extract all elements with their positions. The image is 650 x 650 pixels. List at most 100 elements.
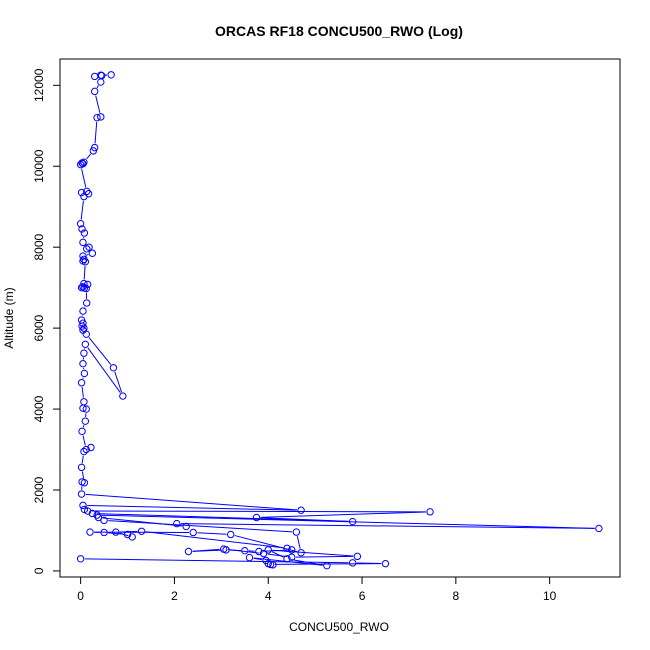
data-point [93,113,101,122]
series-segment [81,471,85,479]
data-point [83,299,91,307]
data-point [83,245,91,253]
series-segment [86,153,92,160]
data-point [100,516,108,525]
series-segment [356,562,382,565]
data-point [85,243,93,251]
data-point [82,445,90,454]
data-point [88,249,97,257]
series-segment [272,549,354,557]
data-point [76,160,85,169]
y-tick-label: 0 [32,567,46,574]
data-point [77,463,86,472]
data-point [79,501,87,510]
data-point [79,238,87,247]
data-point [82,330,90,338]
data-point [219,545,228,553]
data-point [78,225,86,233]
series-segment [87,504,297,511]
data-point [78,427,86,436]
data-point [252,513,261,522]
data-point [78,322,86,330]
data-point [79,360,87,368]
y-tick-label: 12000 [32,68,46,102]
y-tick-label: 4000 [32,395,46,422]
data-point [89,147,97,155]
series-segment [83,265,86,280]
data-point [173,519,181,528]
data-point [227,530,235,539]
series-segment [192,548,220,552]
data-point [78,478,86,486]
data-point [91,72,99,81]
series-segment [80,200,84,220]
series-points [76,71,603,570]
data-point [97,113,105,121]
series-segment [91,510,426,513]
data-point [79,307,87,315]
y-tick-label: 8000 [32,234,46,261]
data-point [77,283,86,292]
x-tick-label: 2 [171,589,178,603]
series-segment [96,513,349,522]
data-point [76,555,85,563]
series-segment [101,514,595,529]
series-segment [114,371,123,393]
data-point [81,417,90,425]
data-point [259,549,268,558]
data-point [323,561,331,570]
y-axis-label: Altitude (m) [2,287,16,348]
x-tick-label: 8 [453,589,460,603]
data-point [76,220,85,228]
data-point [241,546,249,555]
data-point [112,528,120,536]
y-tick-label: 6000 [32,314,46,341]
data-point [283,544,291,552]
data-point [128,533,136,541]
data-point [287,546,296,554]
series-segment [274,563,382,565]
data-point [77,490,86,498]
series-segment [180,523,595,529]
data-point [81,340,90,349]
data-point [82,405,90,413]
data-point [80,447,88,456]
data-point [348,517,357,526]
y-axis: 0 2000 4000 6000 8000 10000 12000 [32,68,61,574]
series-segment [95,95,101,113]
data-point [78,159,86,167]
series-segment [88,337,112,365]
data-point [426,508,434,516]
series-segment [81,455,84,464]
series-segment [84,558,349,564]
data-point [94,513,103,522]
x-tick-label: 0 [77,589,84,603]
data-point [81,258,90,266]
data-point [287,553,296,561]
data-point [107,71,115,79]
series-segment [94,121,98,144]
data-point [97,78,105,86]
data-point [79,326,87,334]
series-segment [108,520,293,533]
series-segment [81,168,87,188]
data-point [292,528,301,536]
series-segment [296,536,301,549]
data-point [80,398,88,406]
data-point [80,229,89,237]
data-point [77,188,86,197]
data-point [109,364,118,372]
y-tick-label: 10000 [32,149,46,183]
series-segment [81,386,84,398]
series-segment [85,493,297,511]
series-lines [80,74,595,566]
plot-frame [59,58,621,578]
data-point [264,546,272,554]
data-point [189,528,197,537]
data-point [87,443,95,452]
data-point [266,560,275,569]
data-point [297,549,305,557]
data-point [297,506,305,514]
x-axis-label: CONCU500_RWO [289,620,389,634]
